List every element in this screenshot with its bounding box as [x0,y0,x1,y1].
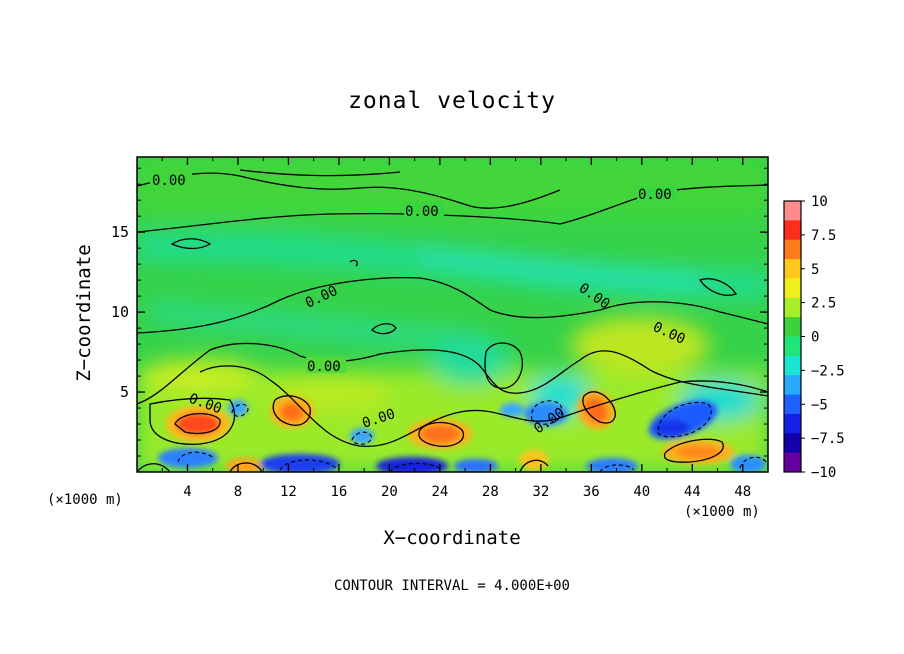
x-tick-label: 48 [734,484,751,500]
colorbar: 10 7.5 5 2.5 0 −2.5 −5 −7.5 −10 [783,194,845,481]
contour-label: 0.00 [638,187,672,203]
x-unit-label-right: (×1000 m) [684,504,760,520]
colorbar-label: 2.5 [811,296,836,312]
y-tick-label: 15 [111,223,129,241]
x-tick-label: 16 [330,484,347,500]
colorbar-label: −10 [811,465,836,481]
contour-label: 0.00 [152,173,186,189]
colorbar-swatch [784,394,801,415]
colorbar-label: 0 [811,330,819,346]
contour-label: 0.00 [405,204,439,220]
colorbar-swatch [784,413,801,434]
y-tick-label: 10 [111,303,129,321]
colorbar-label: 5 [811,262,819,278]
chart-title: zonal velocity [348,88,556,114]
colorbar-label: 10 [811,194,828,210]
colorbar-swatch [784,239,801,260]
x-tick-label: 32 [532,484,549,500]
y-axis-label: Z−coordinate [73,244,95,382]
x-tick-label: 12 [280,484,297,500]
contour-interval-note: CONTOUR INTERVAL = 4.000E+00 [333,578,570,594]
colorbar-label: 7.5 [811,228,836,244]
colorbar-swatch [784,259,801,279]
x-tick-label: 44 [684,484,701,500]
colorbar-swatch [784,336,801,357]
colorbar-label: −7.5 [811,431,845,447]
x-tick-label: 36 [583,484,600,500]
colorbar-label: −2.5 [811,363,845,379]
x-axis-label: X−coordinate [383,527,521,549]
x-unit-label-left: (×1000 m) [47,492,123,508]
colorbar-swatch [784,201,801,221]
x-tick-label: 28 [482,484,499,500]
plot-frame [136,156,769,473]
colorbar-swatch [784,433,801,454]
x-tick-label: 20 [381,484,398,500]
colorbar-swatch [784,317,801,337]
x-tick-label: 4 [183,484,191,500]
x-tick-label: 8 [234,484,242,500]
colorbar-swatch [784,355,801,376]
colorbar-swatch [784,375,801,396]
x-tick-label: 40 [633,484,650,500]
colorbar-swatch [784,452,801,473]
colorbar-swatch [784,220,801,241]
negative-contours [177,400,767,472]
colorbar-swatch [784,297,801,318]
contour-lines [137,169,768,472]
contour-label: 0.00 [307,359,341,375]
colorbar-label: −5 [811,397,828,413]
x-tick-label: 24 [431,484,448,500]
colorbar-swatch [784,278,801,299]
y-tick-label: 5 [120,383,129,401]
